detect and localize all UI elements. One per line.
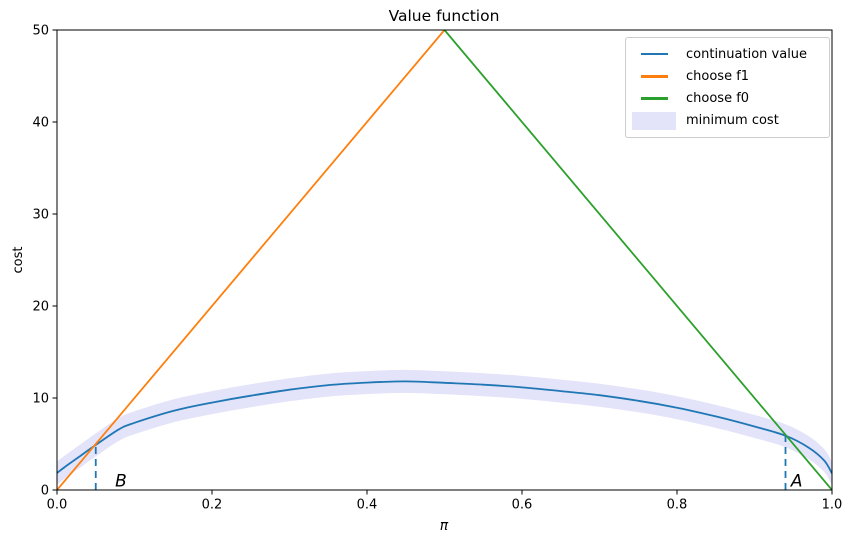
y-tick-label: 10 <box>32 392 49 407</box>
series-continuation-value <box>57 380 832 474</box>
line-swatch-color <box>640 52 668 56</box>
line-swatch-color <box>640 97 668 100</box>
legend-item-label: choose f0 <box>686 91 750 107</box>
x-tick-label: 0.6 <box>512 498 533 513</box>
minimum-cost-band <box>57 369 832 485</box>
x-tick-label: 0.0 <box>47 498 68 513</box>
line-swatch-color <box>640 75 668 78</box>
legend-line-swatch <box>632 97 676 100</box>
legend-line-swatch <box>632 75 676 78</box>
patch-swatch-color <box>632 111 676 130</box>
y-tick-label: 40 <box>32 116 49 131</box>
x-tick-label: 1.0 <box>822 498 843 513</box>
legend-item: continuation value <box>632 43 823 65</box>
legend: continuation value choose f1 choose f0 mini… <box>625 37 830 138</box>
legend-item: choose f0 <box>632 88 823 110</box>
y-tick-label: 20 <box>32 300 49 315</box>
x-tick-label: 0.4 <box>357 498 378 513</box>
minimum-cost-band-layer <box>57 369 832 485</box>
x-axis-label: π <box>440 518 449 534</box>
legend-patch-swatch <box>632 111 676 130</box>
series-layer <box>57 30 832 490</box>
chart-title: Value function <box>389 7 500 25</box>
annotation-label-A: A <box>790 471 803 491</box>
plot-border <box>56 29 833 491</box>
y-tick-label: 30 <box>32 208 49 223</box>
y-tick-label: 50 <box>32 24 49 39</box>
series-choose-f1 <box>57 30 446 490</box>
annotation-label-B: B <box>115 471 127 491</box>
legend-line-swatch <box>632 52 676 56</box>
legend-item-label: minimum cost <box>686 113 779 129</box>
legend-item: minimum cost <box>632 110 823 132</box>
y-axis-label: cost <box>11 247 26 274</box>
y-tick-label: 0 <box>41 484 49 499</box>
series-choose-f0 <box>443 30 832 490</box>
legend-item-label: choose f1 <box>686 68 750 84</box>
legend-item: choose f1 <box>632 65 823 87</box>
x-tick-label: 0.8 <box>667 498 688 513</box>
axes-layer: 0.0 0.2 0.4 0.6 0.8 1.0 0 10 20 30 40 50 <box>32 24 842 513</box>
x-tick-label: 0.2 <box>202 498 223 513</box>
legend-item-label: continuation value <box>686 46 808 62</box>
